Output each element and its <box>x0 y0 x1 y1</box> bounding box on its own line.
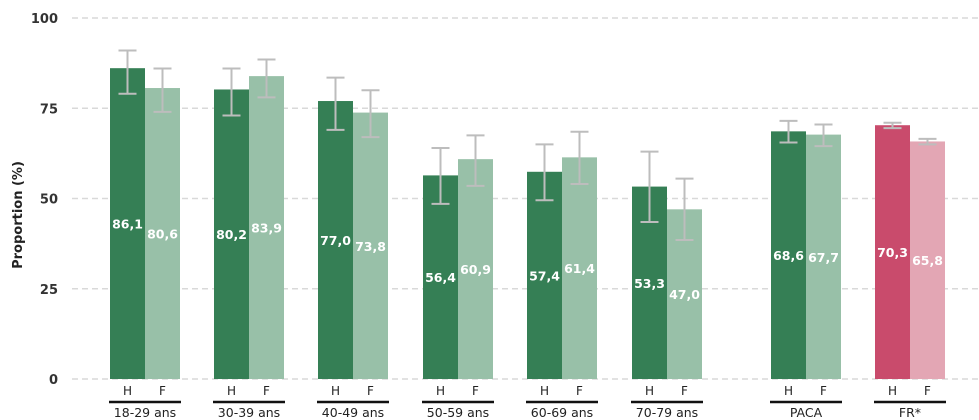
bar-h <box>527 171 562 379</box>
x-axis: H F 18-29 ans H F 30-39 ans H F 40-49 ans H F 50-59… <box>109 384 946 420</box>
sex-label: H <box>645 384 654 398</box>
error-bars <box>118 49 937 242</box>
bar-h <box>423 175 458 379</box>
group-label: 70-79 ans <box>636 405 698 420</box>
value-label: 57,4 <box>529 268 560 283</box>
value-label: 67,7 <box>808 250 839 265</box>
bar-h <box>214 89 249 379</box>
sex-label: H <box>331 384 340 398</box>
error-bar <box>361 89 380 139</box>
error-bar <box>326 76 345 131</box>
error-bar <box>918 137 937 146</box>
sex-label: H <box>123 384 132 398</box>
value-label: 68,6 <box>773 248 804 263</box>
y-tick-label: 100 <box>31 12 58 27</box>
sex-label: H <box>436 384 445 398</box>
error-bar <box>535 143 554 202</box>
bar-f <box>145 88 180 379</box>
group-label: 18-29 ans <box>114 405 176 420</box>
y-axis: 0 25 50 75 100 <box>31 12 58 388</box>
value-label: 80,2 <box>216 227 247 242</box>
sex-label: F <box>681 384 688 398</box>
gridlines <box>72 17 979 380</box>
group-label: 50-59 ans <box>427 405 489 420</box>
bar-f <box>249 76 284 379</box>
value-label: 73,8 <box>355 239 386 254</box>
sex-label: F <box>472 384 479 398</box>
value-label: 61,4 <box>564 261 595 276</box>
error-bar <box>814 123 833 148</box>
bars <box>110 68 945 379</box>
sex-label: H <box>540 384 549 398</box>
group-label: PACA <box>790 405 823 420</box>
error-bar <box>257 58 276 99</box>
bar-h <box>771 131 806 379</box>
group-label: 30-39 ans <box>218 405 280 420</box>
group-label: 60-69 ans <box>531 405 593 420</box>
bar-f <box>806 134 841 379</box>
y-tick-label: 50 <box>40 193 58 208</box>
error-bar <box>153 67 172 113</box>
value-label: 77,0 <box>320 233 351 248</box>
y-axis-label: Proportion (%) <box>11 161 26 269</box>
error-bar <box>570 130 589 186</box>
value-label: 47,0 <box>669 287 700 302</box>
sex-label: H <box>227 384 236 398</box>
bar-f <box>458 159 493 379</box>
value-label: 60,9 <box>460 262 491 277</box>
bar-h <box>110 68 145 379</box>
sex-label: H <box>784 384 793 398</box>
bar-h <box>875 125 910 379</box>
error-bar <box>222 67 241 117</box>
error-bar <box>431 146 450 205</box>
sex-label: F <box>263 384 270 398</box>
value-label: 86,1 <box>112 217 143 232</box>
bar-f <box>910 141 945 379</box>
y-tick-label: 25 <box>40 283 58 298</box>
sex-label: F <box>367 384 374 398</box>
bar-f <box>562 157 597 379</box>
error-bar <box>883 121 902 130</box>
error-bar <box>779 119 798 144</box>
error-bar <box>640 150 659 223</box>
sex-label: F <box>924 384 931 398</box>
bar-f <box>353 112 388 379</box>
sex-label: H <box>888 384 897 398</box>
sex-label: F <box>576 384 583 398</box>
value-labels: 86,1 80,6 80,2 83,9 77,0 73,8 56,4 60,9 57,4 61,4… <box>112 217 943 303</box>
error-bar <box>675 177 694 242</box>
group-label: FR* <box>899 405 921 420</box>
y-tick-label: 0 <box>49 373 58 388</box>
error-bar <box>466 134 485 187</box>
y-tick-label: 75 <box>40 102 58 117</box>
sex-label: F <box>820 384 827 398</box>
sex-label: F <box>159 384 166 398</box>
value-label: 70,3 <box>877 245 908 260</box>
value-label: 80,6 <box>147 227 178 242</box>
value-label: 83,9 <box>251 221 282 236</box>
bar-h <box>318 101 353 379</box>
value-label: 53,3 <box>634 276 665 291</box>
value-label: 56,4 <box>425 270 456 285</box>
error-bar <box>118 49 137 95</box>
value-label: 65,8 <box>912 253 943 268</box>
group-label: 40-49 ans <box>322 405 384 420</box>
